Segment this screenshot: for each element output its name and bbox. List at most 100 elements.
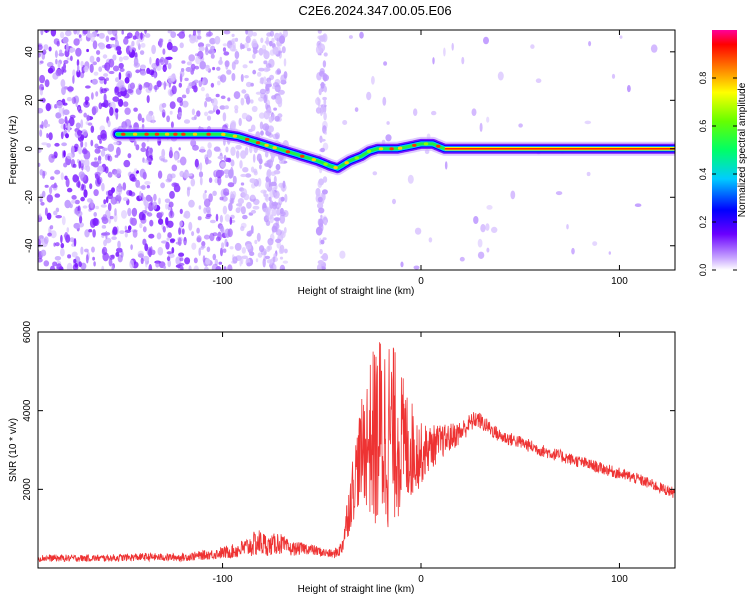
noise-blob [113, 212, 118, 223]
noise-blob [58, 107, 63, 115]
x-tick-label: -100 [213, 574, 233, 585]
noise-blob [38, 162, 41, 167]
noise-blob [60, 79, 66, 88]
noise-blob [486, 116, 490, 123]
noise-blob [233, 91, 241, 100]
noise-blob [110, 196, 118, 205]
noise-blob [219, 214, 223, 223]
ridge-hotspot [206, 132, 211, 136]
noise-blob [268, 58, 275, 68]
noise-blob [126, 88, 134, 94]
noise-blob [443, 47, 446, 57]
noise-blob [252, 53, 256, 59]
noise-blob [276, 241, 282, 249]
noise-blob [83, 189, 88, 198]
noise-blob [135, 69, 140, 74]
noise-blob [276, 207, 280, 216]
noise-blob [251, 105, 258, 113]
noise-blob [142, 255, 150, 262]
noise-blob [245, 35, 251, 44]
noise-blob [78, 109, 83, 114]
noise-blob [264, 163, 271, 167]
snr-y-label: SNR (10 * v/v) [8, 418, 19, 482]
noise-blob [136, 39, 140, 47]
noise-blob [71, 47, 76, 53]
noise-blob [109, 106, 114, 116]
noise-blob [348, 35, 353, 39]
noise-blob [54, 255, 62, 261]
noise-blob [39, 88, 44, 96]
noise-blob [38, 238, 41, 248]
noise-blob [194, 158, 199, 168]
noise-blob [181, 94, 187, 99]
noise-blob [510, 190, 516, 200]
noise-blob [144, 243, 149, 252]
snr-x-label: Height of straight line (km) [298, 584, 415, 595]
noise-blob [354, 107, 359, 112]
noise-blob [235, 144, 242, 150]
ridge-hotspot [221, 132, 226, 136]
noise-blob [96, 56, 101, 63]
noise-blob [103, 73, 109, 77]
noise-blob [218, 261, 223, 265]
noise-blob [103, 199, 107, 205]
noise-blob [275, 229, 282, 236]
noise-blob [38, 53, 41, 58]
noise-blob [160, 182, 166, 189]
noise-blob [124, 232, 128, 238]
noise-blob [165, 56, 173, 60]
noise-blob [85, 85, 91, 89]
x-tick-label: 100 [611, 574, 628, 585]
noise-blob [198, 80, 203, 87]
noise-blob [246, 201, 252, 209]
noise-blob [102, 54, 108, 59]
noise-blob [79, 215, 83, 224]
noise-blob [60, 234, 63, 244]
noise-blob [161, 102, 167, 108]
noise-blob [371, 75, 375, 85]
noise-blob [140, 257, 144, 264]
noise-blob [83, 112, 87, 118]
noise-blob [477, 238, 483, 248]
noise-blob [219, 196, 224, 201]
colorbar-tick-label: 0.0 [698, 264, 708, 277]
noise-blob [80, 196, 85, 202]
noise-blob [223, 51, 230, 56]
noise-blob [50, 184, 58, 189]
noise-blob [320, 81, 325, 89]
noise-blob [43, 30, 50, 33]
noise-blob [63, 62, 66, 71]
noise-blob [40, 30, 44, 36]
noise-blob [186, 187, 190, 197]
noise-blob [318, 178, 325, 186]
noise-blob [262, 123, 270, 131]
noise-blob [246, 47, 251, 52]
noise-blob [117, 254, 123, 263]
noise-blob [279, 35, 285, 44]
noise-blob [225, 146, 229, 153]
noise-blob [153, 72, 157, 79]
ridge-hotspot [264, 143, 269, 147]
noise-blob [261, 248, 267, 256]
noise-blob [184, 77, 189, 82]
noise-blob [141, 142, 146, 148]
noise-blob [103, 99, 109, 109]
figure-title: C2E6.2024.347.00.05.E06 [298, 3, 451, 18]
noise-blob [112, 96, 120, 102]
noise-blob [39, 169, 44, 176]
noise-blob [142, 226, 147, 233]
spectrogram-y-axis: -40 -20 0 20 40 [24, 46, 675, 253]
noise-blob [250, 82, 254, 87]
snr-series-line [38, 342, 675, 563]
noise-blob [485, 223, 490, 231]
noise-blob [222, 112, 227, 122]
noise-blob [89, 55, 95, 63]
noise-blob [271, 201, 279, 207]
noise-blob [123, 37, 129, 45]
noise-blob [223, 154, 227, 161]
noise-blob [116, 146, 121, 156]
noise-blob [155, 58, 160, 67]
noise-blob [139, 223, 143, 229]
noise-blob [272, 85, 275, 90]
noise-blob [271, 209, 277, 217]
